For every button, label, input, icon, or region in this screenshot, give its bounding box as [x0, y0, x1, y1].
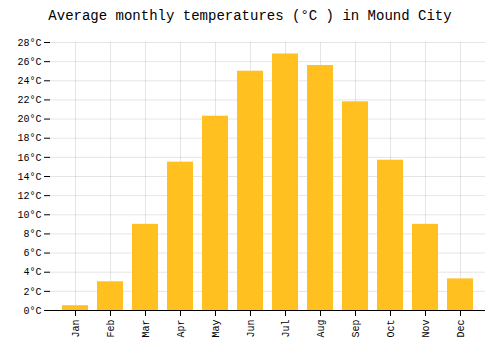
svg-text:2°C: 2°C: [23, 287, 41, 298]
svg-text:Sep: Sep: [351, 320, 362, 338]
svg-text:8°C: 8°C: [23, 229, 41, 240]
html-text:Average monthly temperatures (: Average monthly temperatures (°C ) in Mo…: [48, 8, 452, 24]
svg-text:6°C: 6°C: [23, 248, 41, 259]
svg-text:May: May: [211, 320, 222, 338]
svg-text:Aug: Aug: [316, 320, 327, 338]
svg-text:16°C: 16°C: [17, 153, 41, 164]
svg-text:0°C: 0°C: [23, 306, 41, 317]
svg-text:Jul: Jul: [281, 320, 292, 338]
svg-text:22°C: 22°C: [17, 95, 41, 106]
svg-text:Apr: Apr: [176, 320, 187, 338]
svg-text:28°C: 28°C: [17, 38, 41, 49]
svg-text:10°C: 10°C: [17, 210, 41, 221]
svg-text:26°C: 26°C: [17, 57, 41, 68]
svg-text:Jun: Jun: [246, 320, 257, 338]
svg-text:Mar: Mar: [141, 320, 152, 338]
svg-text:Dec: Dec: [456, 320, 467, 338]
svg-text:Jan: Jan: [71, 320, 82, 338]
svg-text:Feb: Feb: [106, 320, 117, 338]
svg-text:14°C: 14°C: [17, 172, 41, 183]
svg-text:Oct: Oct: [386, 320, 397, 338]
svg-text:4°C: 4°C: [23, 267, 41, 278]
svg-text:24°C: 24°C: [17, 76, 41, 87]
svg-text:20°C: 20°C: [17, 114, 41, 125]
svg-text:12°C: 12°C: [17, 191, 41, 202]
svg-text:Nov: Nov: [421, 320, 432, 338]
svg-text:18°C: 18°C: [17, 133, 41, 144]
